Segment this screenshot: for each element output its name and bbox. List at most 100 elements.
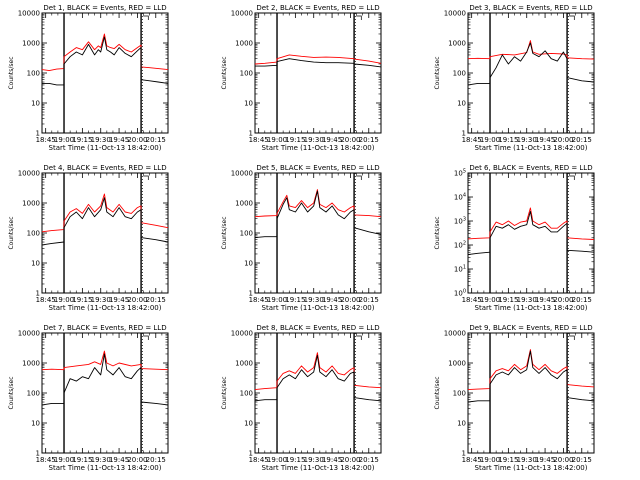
y-tick-label: 10 bbox=[31, 260, 40, 268]
y-tick-label: 100 bbox=[27, 390, 40, 398]
series-line-lld bbox=[467, 207, 595, 240]
y-tick-label: 102 bbox=[454, 241, 466, 250]
x-tick-label: 19:15 bbox=[72, 136, 92, 144]
chart-panel-7: Det 7, BLACK = Events, RED = LLD 1 10 100 10… bbox=[8, 324, 169, 472]
y-tick-label: 105 bbox=[454, 169, 466, 178]
x-tick-label: 19:00 bbox=[267, 296, 287, 304]
y-tick-label: 1 bbox=[249, 130, 253, 138]
x-tick-label: 20:00 bbox=[340, 456, 360, 464]
x-axis-label: Start Time (11-Oct-13 18:42:00) bbox=[475, 304, 588, 312]
x-tick-label: 18:45 bbox=[462, 136, 482, 144]
x-tick-label: 20:00 bbox=[127, 136, 147, 144]
y-tick-label: 100 bbox=[453, 390, 466, 398]
x-tick-label: 18:45 bbox=[462, 456, 482, 464]
y-tick-label: 1000 bbox=[235, 360, 253, 368]
y-tick-label: 10 bbox=[244, 420, 253, 428]
y-tick-label: 1 bbox=[249, 290, 253, 298]
x-tick-label: 18:45 bbox=[36, 296, 56, 304]
series-line-lld bbox=[254, 189, 382, 218]
chart-title: Det 5, BLACK = Events, RED = LLD bbox=[256, 164, 379, 172]
x-axis-label: Start Time (11-Oct-13 18:42:00) bbox=[49, 144, 162, 152]
x-tick-label: 20:15 bbox=[146, 296, 166, 304]
series-line-lld bbox=[254, 352, 382, 391]
bracket-mark bbox=[356, 335, 362, 340]
x-tick-label: 19:45 bbox=[535, 296, 555, 304]
y-tick-label: 104 bbox=[454, 193, 466, 202]
x-tick-label: 20:15 bbox=[359, 136, 379, 144]
y-axis-label: Counts/sec bbox=[434, 216, 441, 249]
y-tick-label: 100 bbox=[27, 70, 40, 78]
y-tick-label: 10 bbox=[244, 260, 253, 268]
y-tick-label: 101 bbox=[454, 265, 466, 274]
chart-panel-4: Det 4, BLACK = Events, RED = LLD 1 10 100 10… bbox=[8, 164, 169, 312]
x-tick-label: 19:00 bbox=[480, 296, 500, 304]
y-tick-label: 1000 bbox=[235, 40, 253, 48]
series-line-events bbox=[41, 197, 169, 246]
series-line-events bbox=[254, 190, 382, 239]
plot-frame bbox=[41, 172, 169, 294]
x-tick-label: 19:30 bbox=[517, 456, 537, 464]
y-tick-label: 1000 bbox=[22, 200, 40, 208]
y-tick-label: 1000 bbox=[22, 360, 40, 368]
x-tick-label: 20:15 bbox=[146, 136, 166, 144]
x-tick-label: 18:45 bbox=[36, 136, 56, 144]
x-tick-label: 19:15 bbox=[285, 456, 305, 464]
chart-title: Det 7, BLACK = Events, RED = LLD bbox=[43, 324, 166, 332]
plot-frame bbox=[41, 332, 169, 454]
bracket-mark bbox=[569, 335, 575, 340]
x-tick-label: 19:30 bbox=[517, 136, 537, 144]
series-line-lld bbox=[467, 40, 595, 60]
y-tick-label: 103 bbox=[454, 217, 466, 226]
chart-title: Det 9, BLACK = Events, RED = LLD bbox=[469, 324, 592, 332]
y-tick-label: 1 bbox=[36, 290, 40, 298]
x-tick-label: 19:00 bbox=[267, 456, 287, 464]
y-tick-label: 1 bbox=[462, 130, 466, 138]
x-tick-label: 19:00 bbox=[480, 136, 500, 144]
x-tick-label: 18:45 bbox=[249, 296, 269, 304]
x-tick-label: 19:15 bbox=[285, 296, 305, 304]
y-tick-label: 100 bbox=[27, 230, 40, 238]
x-tick-label: 19:00 bbox=[54, 456, 74, 464]
x-tick-label: 20:15 bbox=[359, 456, 379, 464]
series-line-lld bbox=[41, 193, 169, 233]
x-tick-label: 20:00 bbox=[553, 136, 573, 144]
x-tick-label: 20:00 bbox=[340, 136, 360, 144]
y-tick-label: 100 bbox=[454, 289, 466, 298]
bracket-mark bbox=[356, 175, 362, 180]
y-axis-label: Counts/sec bbox=[8, 216, 15, 249]
x-tick-label: 19:30 bbox=[304, 136, 324, 144]
y-tick-label: 1 bbox=[249, 450, 253, 458]
x-tick-label: 19:30 bbox=[517, 296, 537, 304]
chart-title: Det 4, BLACK = Events, RED = LLD bbox=[43, 164, 166, 172]
y-axis-label: Counts/sec bbox=[8, 56, 15, 89]
plot-frame bbox=[41, 12, 169, 134]
x-tick-label: 20:15 bbox=[572, 456, 592, 464]
y-axis-label: Counts/sec bbox=[221, 56, 228, 89]
x-tick-label: 19:15 bbox=[498, 456, 518, 464]
y-tick-label: 10000 bbox=[231, 170, 253, 178]
series-line-events bbox=[41, 353, 169, 406]
x-axis-label: Start Time (11-Oct-13 18:42:00) bbox=[262, 144, 375, 152]
bracket-mark bbox=[143, 15, 149, 20]
x-tick-label: 19:30 bbox=[91, 296, 111, 304]
x-tick-label: 19:45 bbox=[322, 456, 342, 464]
x-tick-label: 18:45 bbox=[249, 456, 269, 464]
chart-title: Det 6, BLACK = Events, RED = LLD bbox=[469, 164, 592, 172]
y-axis-label: Counts/sec bbox=[221, 376, 228, 409]
x-axis-label: Start Time (11-Oct-13 18:42:00) bbox=[49, 464, 162, 472]
y-tick-label: 1000 bbox=[448, 360, 466, 368]
x-tick-label: 19:15 bbox=[285, 136, 305, 144]
chart-panel-5: Det 5, BLACK = Events, RED = LLD 1 10 100 10… bbox=[221, 164, 382, 312]
bracket-mark bbox=[569, 175, 575, 180]
y-tick-label: 10000 bbox=[231, 330, 253, 338]
series-line-events bbox=[467, 350, 595, 403]
x-tick-label: 19:15 bbox=[72, 296, 92, 304]
x-tick-label: 19:45 bbox=[535, 456, 555, 464]
x-axis-label: Start Time (11-Oct-13 18:42:00) bbox=[262, 464, 375, 472]
y-tick-label: 100 bbox=[453, 70, 466, 78]
x-tick-label: 20:15 bbox=[146, 456, 166, 464]
plot-frame bbox=[254, 332, 382, 454]
x-tick-label: 19:30 bbox=[304, 296, 324, 304]
x-tick-label: 20:00 bbox=[127, 296, 147, 304]
